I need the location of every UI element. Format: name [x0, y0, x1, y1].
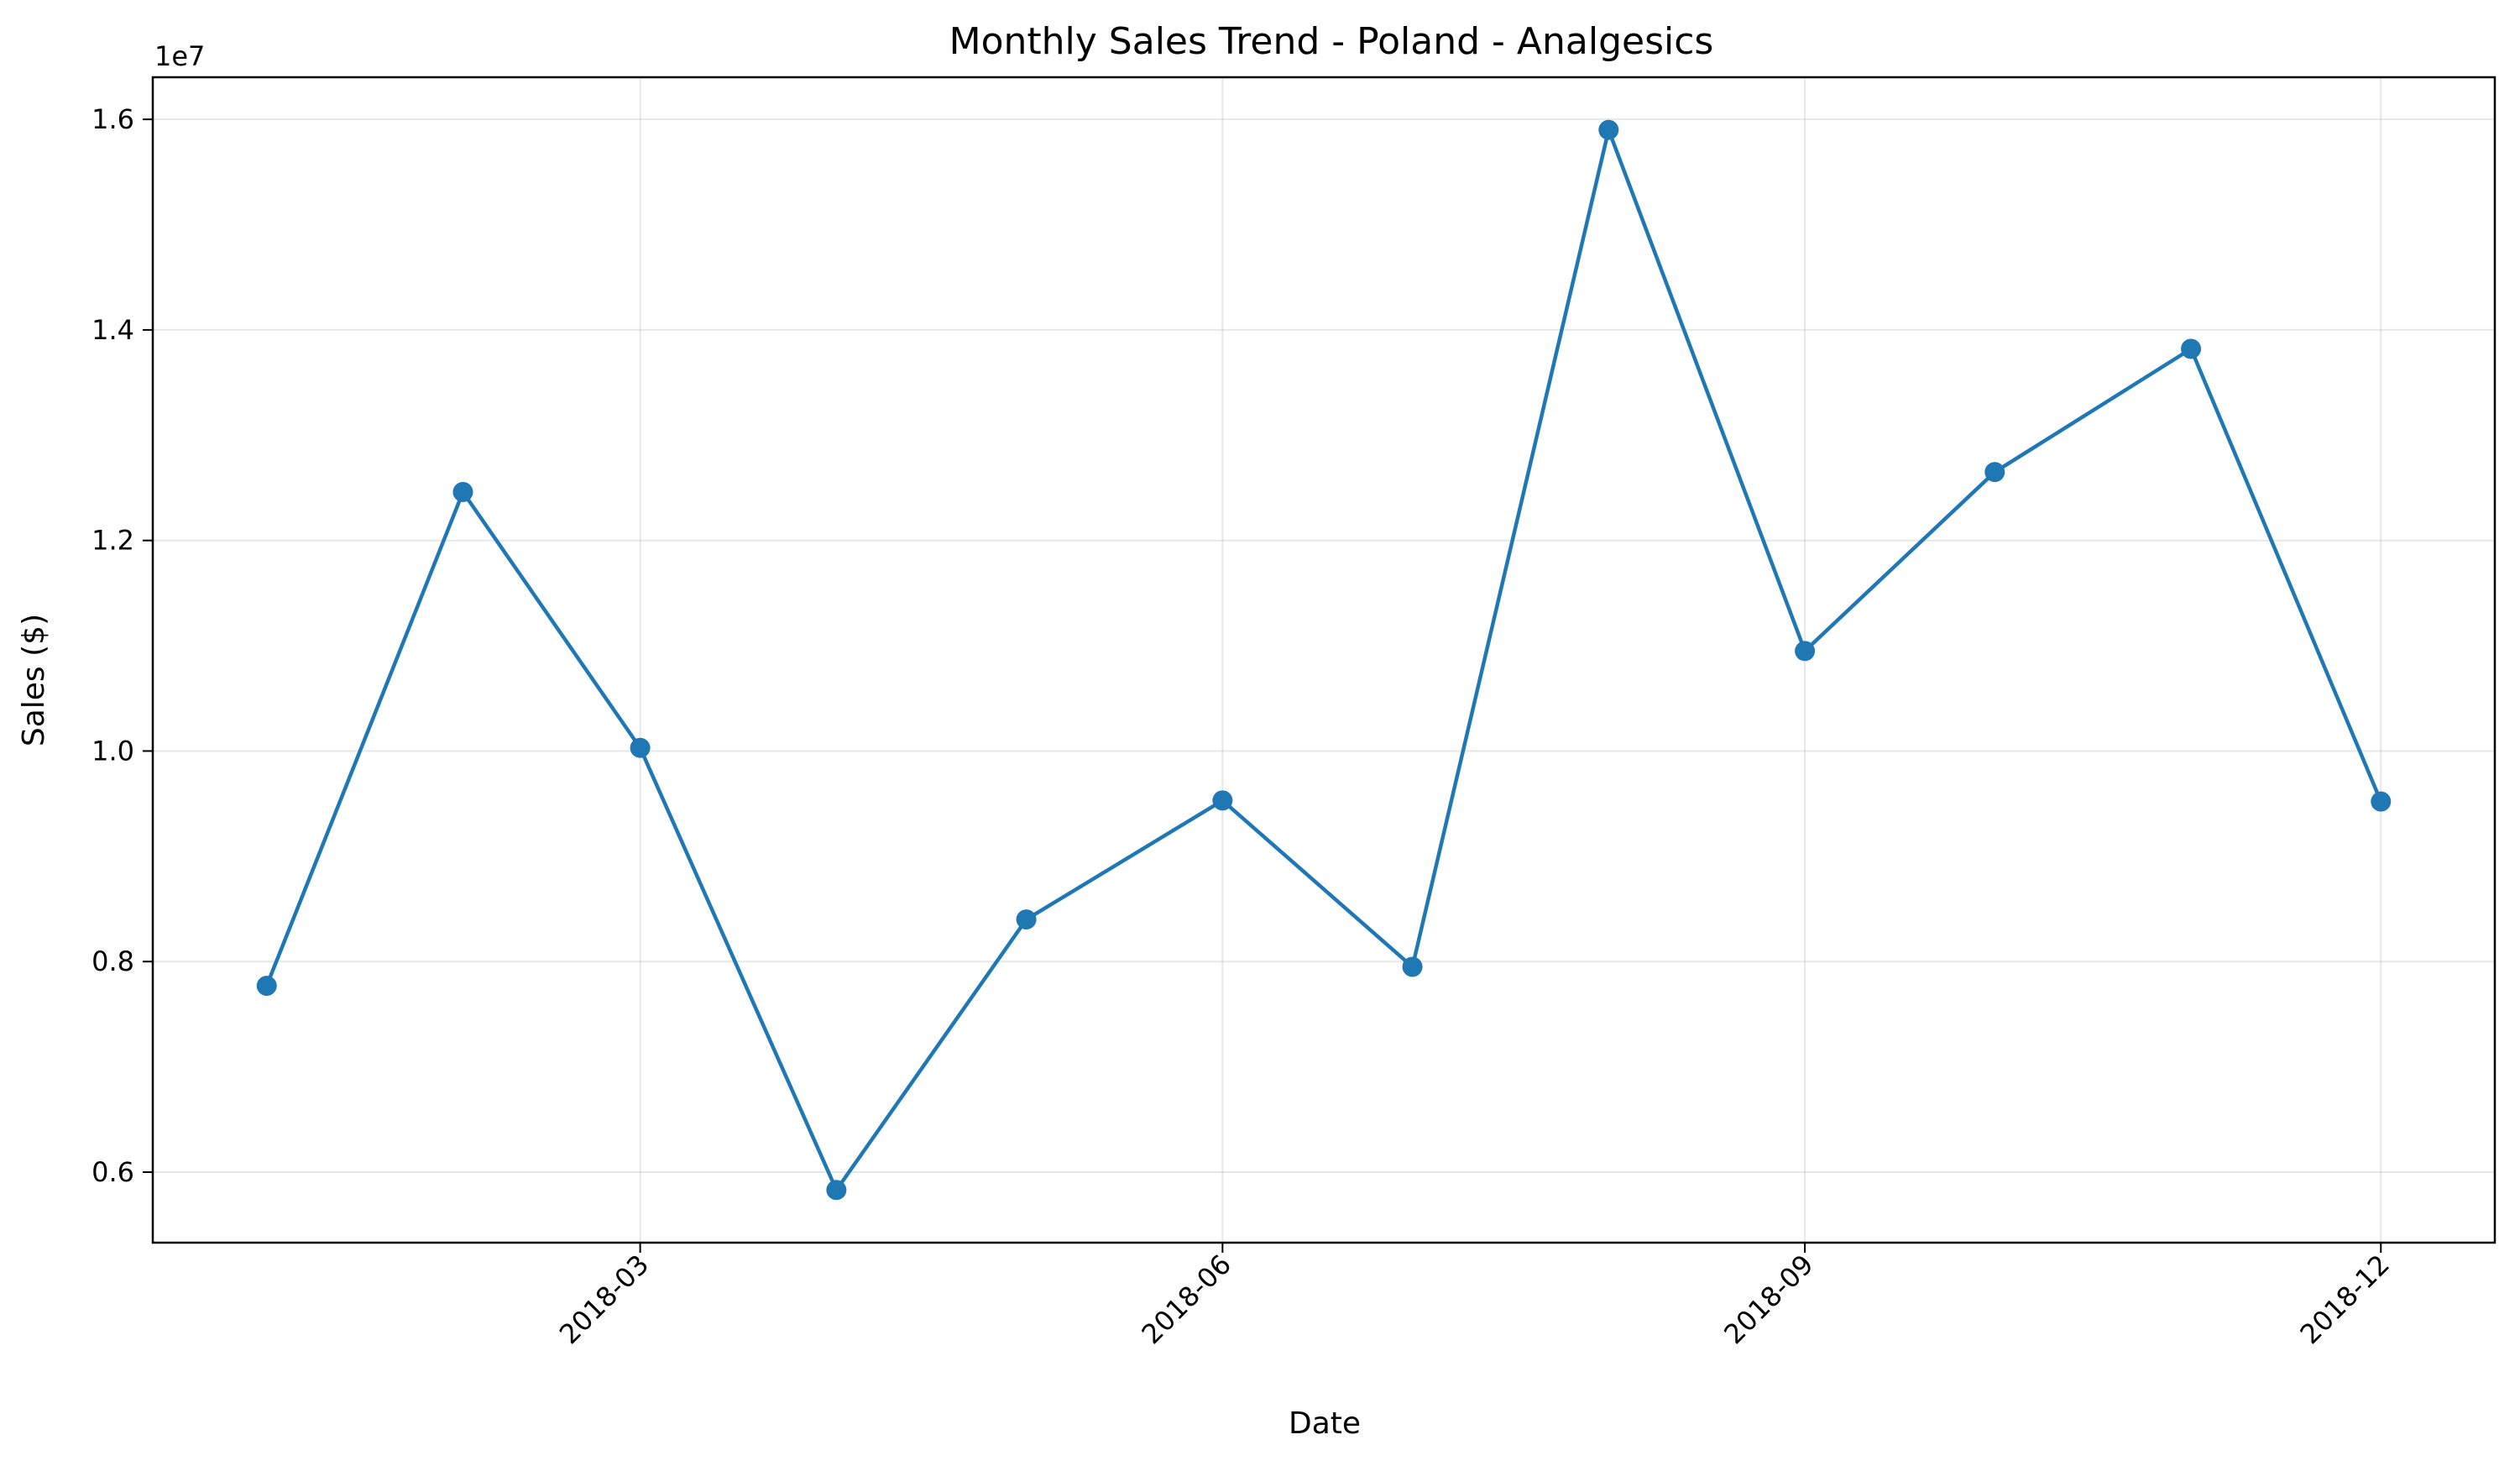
y-axis-label: Sales ($) [17, 614, 51, 746]
data-point [2371, 791, 2392, 812]
y-tick-label: 0.6 [91, 1156, 134, 1188]
data-point [1016, 909, 1037, 930]
data-point [256, 976, 277, 997]
y-tick-label: 1.4 [91, 314, 134, 346]
y-tick-label: 1.0 [91, 735, 134, 767]
plot-frame [151, 76, 2496, 1244]
data-point [2181, 338, 2202, 359]
series-line [264, 128, 2383, 1192]
data-point [452, 482, 473, 503]
data-point [1795, 641, 1816, 662]
data-point [1212, 790, 1233, 811]
data-point [1984, 462, 2005, 483]
data-point [1402, 956, 1423, 977]
y-tick-label: 1.2 [91, 525, 134, 557]
data-point [1598, 119, 1619, 140]
data-point [826, 1180, 847, 1201]
y-tick-label: 0.8 [91, 945, 134, 977]
chart-title: Monthly Sales Trend - Poland - Analgesic… [949, 20, 1714, 63]
series-layer [256, 119, 2392, 1201]
y-tick-label: 1.6 [91, 103, 134, 135]
x-axis-label: Date [1289, 1406, 1361, 1441]
grid-lines [153, 77, 2495, 1243]
y-axis-offset-label: 1e7 [154, 40, 205, 72]
data-point [630, 737, 651, 758]
